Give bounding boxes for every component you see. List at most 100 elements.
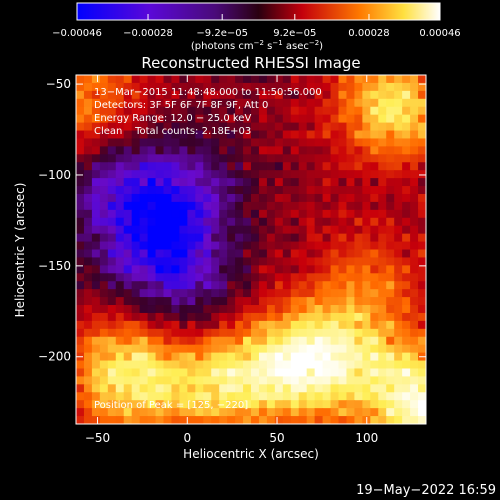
colorbar-tick-label: 0.00028 (348, 28, 389, 39)
heatmap-cell (354, 352, 363, 362)
heatmap-cell (203, 170, 212, 179)
heatmap-cell (171, 281, 181, 290)
heatmap-cell (235, 273, 244, 282)
heatmap-cell (211, 217, 220, 227)
heatmap-cell (219, 352, 228, 362)
heatmap-cell (83, 360, 93, 370)
heatmap-cell (187, 170, 196, 179)
heatmap-cell (147, 400, 157, 409)
heatmap-cell (147, 225, 157, 235)
heatmap-cell (83, 122, 93, 132)
heatmap-cell (386, 225, 395, 235)
heatmap-cell (354, 249, 363, 259)
heatmap-cell (131, 305, 141, 314)
heatmap-cell (107, 368, 117, 378)
heatmap-cell (235, 312, 244, 322)
heatmap-cell (354, 376, 363, 385)
heatmap-cell (139, 233, 149, 243)
heatmap-cell (251, 289, 260, 298)
heatmap-cell (235, 400, 244, 409)
heatmap-cell (195, 193, 204, 203)
heatmap-cell (219, 360, 228, 370)
heatmap-cell (115, 241, 125, 251)
heatmap-cell (131, 178, 141, 187)
heatmap-cell (139, 241, 149, 251)
heatmap-cell (378, 146, 387, 155)
heatmap-cell (219, 344, 228, 354)
heatmap-cell (83, 75, 93, 84)
heatmap-cell (147, 193, 157, 203)
heatmap-cell (139, 400, 149, 409)
heatmap-cell (155, 217, 165, 227)
heatmap-cell (298, 138, 308, 147)
heatmap-cell (211, 225, 220, 235)
heatmap-cell (402, 178, 411, 187)
heatmap-cell (386, 320, 395, 330)
heatmap-cell (187, 154, 196, 163)
heatmap-cell (362, 178, 371, 187)
heatmap-cell (258, 90, 268, 100)
heatmap-cell (322, 233, 332, 243)
heatmap-cell (243, 312, 252, 322)
heatmap-cell (203, 138, 212, 147)
heatmap-cell (251, 138, 260, 147)
heatmap-cell (91, 98, 101, 108)
heatmap-cell (139, 90, 149, 100)
heatmap-cell (91, 186, 101, 195)
heatmap-cell (163, 233, 173, 243)
heatmap-cell (187, 178, 196, 187)
heatmap-cell (282, 90, 292, 100)
heatmap-cell (99, 154, 109, 163)
heatmap-cell (179, 400, 188, 409)
heatmap-cell (266, 336, 276, 346)
heatmap-cell (322, 344, 332, 354)
heatmap-cell (171, 305, 181, 314)
heatmap-cell (282, 178, 292, 187)
heatmap-cell (418, 400, 426, 409)
heatmap-cell (147, 281, 157, 290)
heatmap-cell (322, 241, 332, 251)
heatmap-cell (195, 241, 204, 251)
heatmap-cell (163, 297, 173, 306)
heatmap-cell (91, 392, 101, 401)
heatmap-cell (251, 233, 260, 243)
heatmap-cell (195, 82, 204, 92)
heatmap-cell (330, 400, 340, 409)
plot-frame (75, 74, 427, 425)
heatmap-cell (402, 344, 411, 354)
heatmap-cell (314, 146, 324, 155)
heatmap-cell (195, 257, 204, 266)
heatmap-cell (370, 186, 379, 195)
heatmap-cell (155, 265, 165, 274)
heatmap-cell (83, 249, 93, 259)
heatmap-cell (123, 312, 133, 322)
heatmap-cell (171, 75, 181, 84)
heatmap-cell (211, 90, 220, 100)
heatmap-cell (346, 225, 356, 235)
heatmap-cell (219, 90, 228, 100)
heatmap-cell (131, 273, 141, 282)
heatmap-cell (314, 249, 324, 259)
heatmap-cell (227, 360, 236, 370)
heatmap-cell (203, 217, 212, 227)
heatmap-cell (258, 416, 268, 424)
heatmap-cell (171, 138, 181, 147)
heatmap-cell (219, 289, 228, 298)
heatmap-cell (258, 273, 268, 282)
heatmap-cell (76, 320, 85, 330)
heatmap-cell (266, 193, 276, 203)
heatmap-cell (115, 98, 125, 108)
heatmap-cell (418, 376, 426, 385)
heatmap-cell (394, 257, 403, 266)
heatmap-cell (219, 178, 228, 187)
heatmap-cell (274, 178, 284, 187)
heatmap-cell (394, 241, 403, 251)
heatmap-cell (394, 138, 403, 147)
heatmap-cell (179, 408, 188, 417)
heatmap-cell (107, 400, 117, 409)
heatmap-cell (354, 305, 363, 314)
heatmap-cell (330, 328, 340, 338)
heatmap-cell (362, 344, 371, 354)
heatmap-cell (274, 312, 284, 322)
heatmap-cell (298, 154, 308, 163)
